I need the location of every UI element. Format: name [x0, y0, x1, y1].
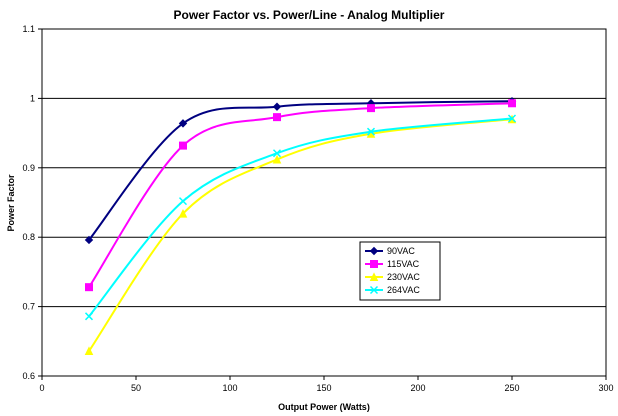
data-point-230VAC-1	[178, 208, 188, 218]
data-point-264VAC-0	[84, 312, 94, 321]
data-point-90VAC-0	[84, 235, 94, 245]
y-axis-label: Power Factor	[6, 174, 16, 232]
legend-marker-90VAC	[369, 246, 379, 256]
axis-ticks: 0.6 0.7 0.8 0.9 1 1.1 0 50 100 150 200 250 300	[22, 24, 613, 393]
data-point-115VAC-0	[85, 283, 93, 292]
x-tick-label: 250	[504, 383, 519, 393]
chart-title: Power Factor vs. Power/Line - Analog Mul…	[174, 8, 445, 22]
x-axis-label: Output Power (Watts)	[278, 402, 370, 412]
legend-marker-230VAC	[369, 272, 379, 281]
data-point-264VAC-4	[507, 114, 517, 123]
y-tick-label: 0.8	[22, 232, 35, 242]
data-point-115VAC-3	[367, 104, 375, 113]
legend-label-230VAC: 230VAC	[387, 272, 420, 282]
data-point-264VAC-1	[178, 197, 188, 206]
series-115VAC	[85, 99, 516, 292]
legend-label-115VAC: 115VAC	[387, 259, 420, 269]
x-tick-label: 200	[410, 383, 425, 393]
x-tick-label: 50	[131, 383, 141, 393]
y-tick-label: 0.7	[22, 302, 35, 312]
data-point-230VAC-0	[84, 346, 94, 356]
series-264VAC	[84, 114, 517, 321]
y-tick-label: 1	[30, 93, 35, 103]
data-point-264VAC-2	[272, 149, 282, 158]
x-tick-label: 100	[222, 383, 237, 393]
data-point-115VAC-4	[508, 99, 516, 108]
y-tick-label: 0.6	[22, 371, 35, 381]
data-point-115VAC-1	[179, 141, 187, 150]
x-tick-label: 150	[316, 383, 331, 393]
data-point-230VAC-2	[272, 154, 282, 164]
x-tick-label: 300	[598, 383, 613, 393]
series-group	[84, 96, 517, 356]
legend-label-264VAC: 264VAC	[387, 285, 420, 295]
legend-marker-264VAC	[369, 285, 379, 295]
x-tick-label: 0	[39, 383, 44, 393]
data-point-264VAC-3	[366, 127, 376, 136]
y-tick-label: 1.1	[22, 24, 35, 34]
y-tick-label: 0.9	[22, 163, 35, 173]
data-point-115VAC-2	[273, 113, 281, 122]
data-point-90VAC-2	[272, 102, 282, 111]
series-line-115VAC	[88, 102, 513, 288]
legend-marker-115VAC	[370, 260, 378, 268]
legend: 90VAC 115VAC 230VAC 264VAC	[359, 241, 441, 301]
data-point-90VAC-1	[178, 119, 188, 128]
legend-label-90VAC: 90VAC	[387, 246, 415, 256]
